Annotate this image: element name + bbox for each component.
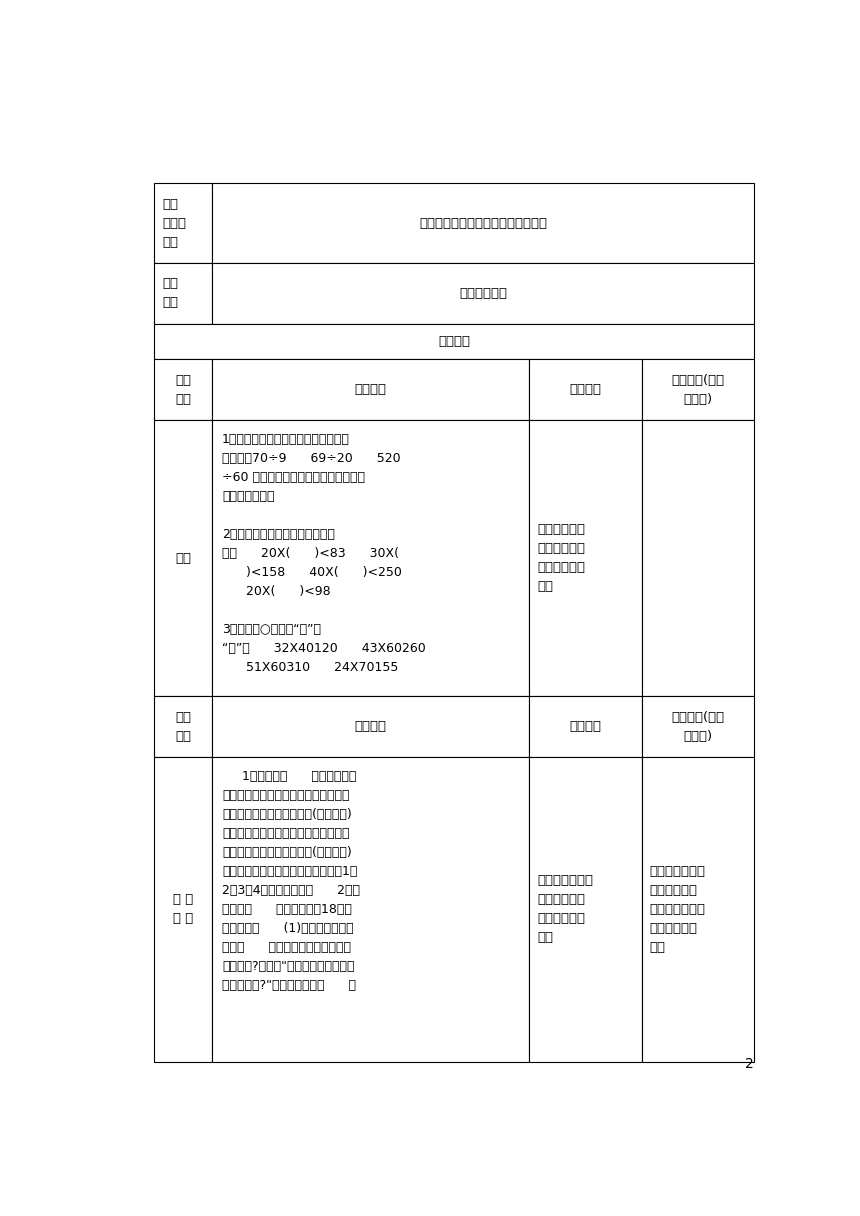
Bar: [212, 421, 530, 697]
Bar: [530, 697, 642, 758]
Bar: [212, 263, 754, 323]
Text: 1．引入新课      师：前面我们
学习了用整十数除三位数的笔算除法和
非整十数的两位数除三位数(不要调商)
的笔算除法，这节课我们继续学习三位
数除以两位数: 1．引入新课 师：前面我们 学习了用整十数除三位数的笔算除法和 非整十数的两位数…: [222, 771, 359, 992]
Bar: [642, 697, 754, 758]
Bar: [154, 323, 754, 360]
Bar: [642, 360, 754, 421]
Bar: [642, 421, 754, 697]
Bar: [154, 360, 212, 421]
Text: 教学
环节: 教学 环节: [175, 373, 191, 406]
Text: 在学生独立解
题的过程中教
师巡视了解学
情。: 在学生独立解 题的过程中教 师巡视了解学 情。: [538, 523, 586, 593]
Text: 教学
重点、
难点: 教学 重点、 难点: [163, 198, 187, 248]
Bar: [154, 263, 212, 323]
Text: 学生回忆知识，
根据回忆自由
发言，整理总
结。: 学生回忆知识， 根据回忆自由 发言，整理总 结。: [538, 874, 593, 945]
Bar: [212, 184, 754, 263]
Bar: [154, 758, 212, 1062]
Text: 2: 2: [746, 1057, 754, 1071]
Text: 掌握试商后初商过大需调小的方法。: 掌握试商后初商过大需调小的方法。: [419, 216, 547, 230]
Bar: [530, 758, 642, 1062]
Text: 教学过程: 教学过程: [438, 336, 470, 348]
Text: 复习: 复习: [175, 552, 191, 565]
Bar: [212, 360, 530, 421]
Bar: [530, 360, 642, 421]
Bar: [154, 421, 212, 697]
Bar: [642, 758, 754, 1062]
Text: 设计意图(含评
价意图): 设计意图(含评 价意图): [672, 373, 724, 406]
Text: 学生活动: 学生活动: [569, 383, 602, 396]
Bar: [154, 184, 212, 263]
Text: 设计意图(含评
价意图): 设计意图(含评 价意图): [672, 711, 724, 743]
Bar: [530, 421, 642, 697]
Text: 1．指名板演，其余学生在自己练习本
上计算　70÷9      69÷20      520
÷60 集体订正后，让学生说一说用整十
数除怎样试商。

2．口答: 1．指名板演，其余学生在自己练习本 上计算 70÷9 69÷20 520 ÷60…: [222, 433, 426, 675]
Text: 教师活动: 教师活动: [354, 383, 387, 396]
Text: 电子白板课件: 电子白板课件: [459, 287, 507, 300]
Text: 通过讨论交流，
梳理本学期的
知识点，为后续
的学习做好准
备。: 通过讨论交流， 梳理本学期的 知识点，为后续 的学习做好准 备。: [650, 865, 706, 955]
Bar: [154, 697, 212, 758]
Text: 引 入
新 课: 引 入 新 课: [173, 894, 194, 925]
Text: 教师活动: 教师活动: [354, 720, 387, 733]
Bar: [212, 697, 530, 758]
Text: 教学
环节: 教学 环节: [175, 711, 191, 743]
Text: 学生活动: 学生活动: [569, 720, 602, 733]
Bar: [212, 758, 530, 1062]
Text: 教学
准备: 教学 准备: [163, 277, 179, 309]
